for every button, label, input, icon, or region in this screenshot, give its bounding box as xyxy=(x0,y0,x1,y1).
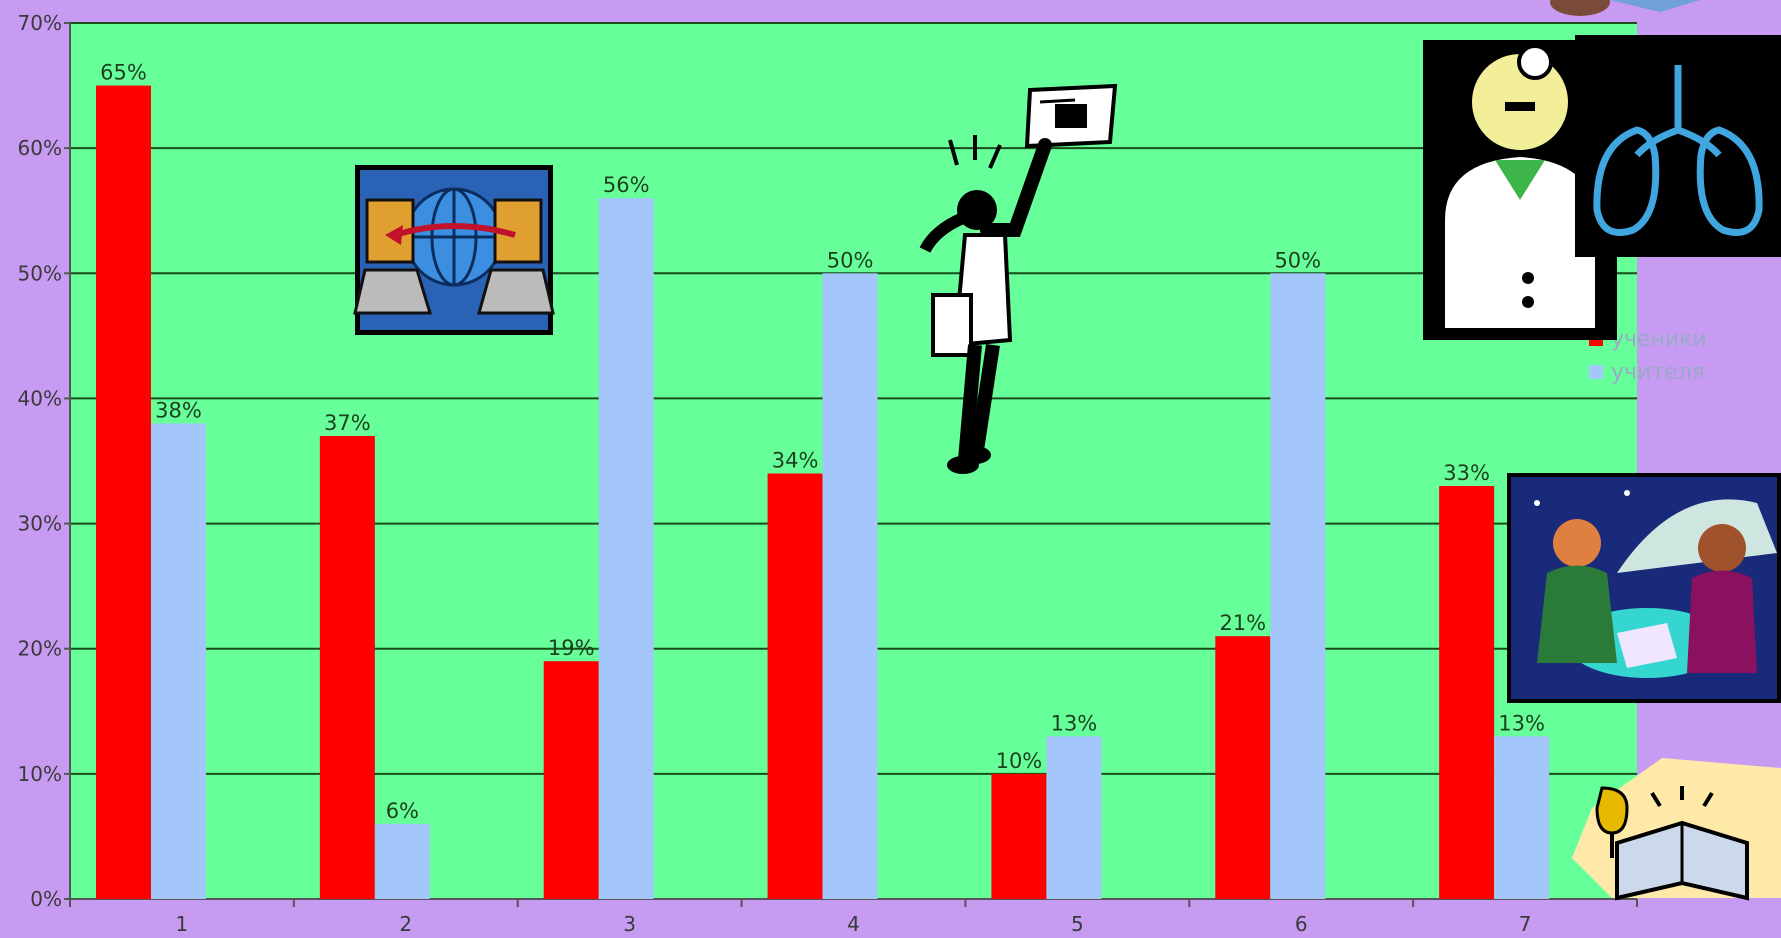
y-tick-label: 20% xyxy=(18,637,62,661)
y-tick-label: 10% xyxy=(18,762,62,786)
x-tick-label: 3 xyxy=(623,912,636,936)
bar-series-2 xyxy=(374,823,430,899)
bar-series-2 xyxy=(1494,736,1550,899)
x-tick-label: 6 xyxy=(1295,912,1308,936)
data-label: 6% xyxy=(386,799,419,823)
bar-series-2 xyxy=(151,423,206,899)
computer-network-icon xyxy=(353,165,555,335)
data-label: 10% xyxy=(996,749,1043,773)
data-label: 13% xyxy=(1051,711,1098,735)
data-labels: 65% 38% 37% 6% 19% 56% 34% 50% 10% 13% 21% 50% 33% 13… xyxy=(100,61,1545,823)
data-label: 56% xyxy=(603,173,650,197)
axes: 0% 10% 20% 30% 40% 50% 60% 70% 1 2 3 4 5 6 7 xyxy=(18,11,1638,936)
bar-series-2 xyxy=(598,198,654,899)
bar-series-1 xyxy=(767,473,823,899)
doctor-icon xyxy=(1423,40,1617,340)
women-cafe-icon xyxy=(1507,473,1781,703)
y-tick-label: 40% xyxy=(18,386,62,410)
x-tick-label: 2 xyxy=(399,912,412,936)
y-tick-label: 50% xyxy=(18,261,62,285)
bar-series-1 xyxy=(1439,486,1495,899)
y-tick-label: 30% xyxy=(18,512,62,536)
bar-series-1 xyxy=(319,435,375,899)
x-tick-label: 7 xyxy=(1519,912,1532,936)
data-label: 50% xyxy=(827,248,874,272)
lungs-icon xyxy=(1575,35,1781,257)
y-tick-label: 70% xyxy=(18,11,62,35)
bar-series-1 xyxy=(96,85,151,900)
y-tick-label: 0% xyxy=(30,887,62,911)
legend-label-series-2: учителя xyxy=(1611,360,1705,385)
bar-series-2 xyxy=(1270,273,1326,899)
bar-series-1 xyxy=(991,773,1047,899)
decorative-corner-icon xyxy=(1550,0,1700,16)
bar-series-1 xyxy=(543,661,599,899)
legend-label-series-1: ученики xyxy=(1611,327,1707,352)
x-tick-label: 5 xyxy=(1071,912,1084,936)
y-tick-label: 60% xyxy=(18,136,62,160)
x-tick-label: 1 xyxy=(176,912,189,936)
legend-swatch-series-2 xyxy=(1589,365,1603,379)
data-label: 38% xyxy=(155,398,202,422)
bars xyxy=(96,85,1550,900)
data-label: 13% xyxy=(1498,711,1545,735)
x-tick-label: 4 xyxy=(847,912,860,936)
data-label: 34% xyxy=(772,449,819,473)
data-label: 19% xyxy=(548,636,595,660)
bar-series-2 xyxy=(822,273,878,899)
book-and-goblet-icon xyxy=(1572,758,1781,901)
data-label: 50% xyxy=(1274,248,1321,272)
data-label: 65% xyxy=(100,61,147,85)
girl-with-newspaper-icon xyxy=(919,83,1118,474)
data-label: 33% xyxy=(1443,461,1490,485)
data-label: 37% xyxy=(324,411,371,435)
data-label: 21% xyxy=(1219,611,1266,635)
bar-series-1 xyxy=(1215,636,1271,899)
bar-series-2 xyxy=(1046,736,1102,899)
